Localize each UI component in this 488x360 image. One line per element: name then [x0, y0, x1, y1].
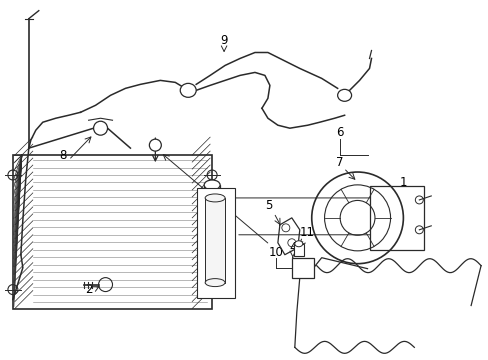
Ellipse shape	[203, 265, 220, 275]
Ellipse shape	[93, 121, 107, 135]
Text: 3: 3	[399, 208, 406, 221]
Text: 5: 5	[264, 199, 272, 212]
Bar	[369, 186, 424, 250]
Bar	[203, 185, 220, 270]
Bar	[197, 188, 235, 298]
Ellipse shape	[203, 180, 220, 190]
Ellipse shape	[149, 139, 161, 151]
Ellipse shape	[294, 241, 302, 247]
Bar	[291, 258, 313, 278]
Text: 1: 1	[399, 176, 407, 189]
Ellipse shape	[205, 194, 224, 202]
Text: 11: 11	[299, 226, 314, 239]
Text: 6: 6	[335, 126, 343, 139]
Text: 7: 7	[335, 156, 343, 168]
Bar	[293, 244, 303, 256]
Text: 4: 4	[288, 241, 296, 254]
Bar	[205, 198, 224, 283]
Text: 10: 10	[268, 246, 283, 259]
Ellipse shape	[337, 89, 351, 101]
Ellipse shape	[205, 279, 224, 287]
Text: 2: 2	[85, 283, 92, 296]
Bar	[13, 155, 212, 310]
Text: 8: 8	[59, 149, 66, 162]
Text: 9: 9	[220, 34, 227, 47]
Ellipse shape	[180, 84, 196, 97]
